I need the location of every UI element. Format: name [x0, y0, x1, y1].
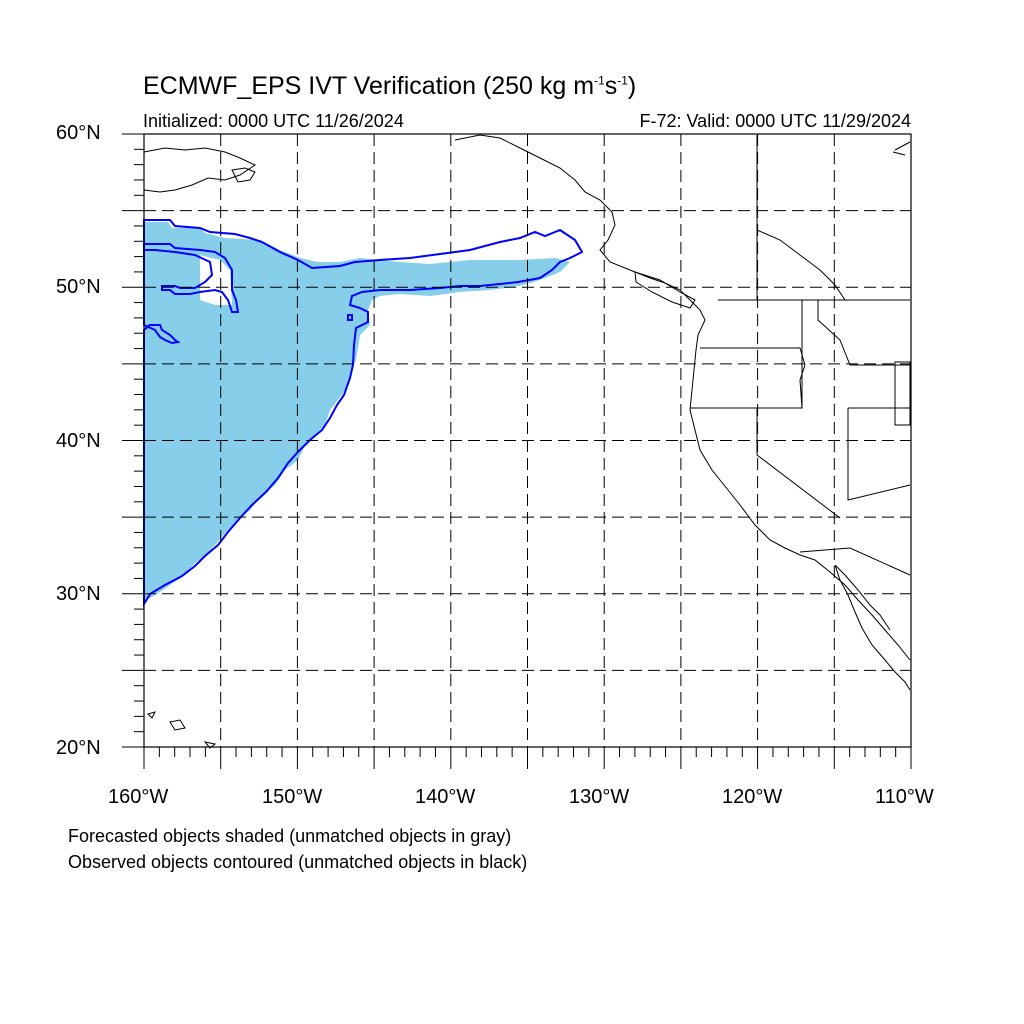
- coastlines-and-borders: [143, 134, 911, 749]
- lat-label-20: 20°N: [56, 737, 101, 759]
- caption-observed: Observed objects contoured (unmatched ob…: [68, 852, 528, 872]
- lat-label-50: 50°N: [56, 276, 101, 298]
- lon-label-110w: 110°W: [875, 786, 934, 808]
- axis-ticks: [122, 133, 912, 769]
- lon-label-150w: 150°W: [262, 786, 323, 808]
- lon-label-140w: 140°W: [415, 786, 476, 808]
- lat-label-30: 30°N: [56, 583, 101, 605]
- lat-lon-grid: [144, 134, 911, 747]
- title-main: ECMWF_EPS IVT Verification (250 kg m: [143, 72, 595, 100]
- lat-label-60: 60°N: [56, 122, 101, 144]
- title-end: ): [627, 72, 637, 100]
- title-sup2: -1: [617, 73, 628, 88]
- caption-forecast: Forecasted objects shaded (unmatched obj…: [68, 826, 512, 846]
- title-mid: s: [604, 72, 618, 100]
- lon-label-160w: 160°W: [108, 786, 169, 808]
- chart-title: ECMWF_EPS IVT Verification (250 kg m-1s-…: [143, 72, 636, 101]
- lon-label-130w: 130°W: [569, 786, 630, 808]
- lat-label-40: 40°N: [56, 430, 101, 452]
- lon-label-120w: 120°W: [722, 786, 783, 808]
- subtitle-initialized: Initialized: 0000 UTC 11/26/2024: [143, 111, 404, 131]
- subtitle-valid: F-72: Valid: 0000 UTC 11/29/2024: [639, 111, 912, 131]
- title-sup1: -1: [594, 73, 605, 88]
